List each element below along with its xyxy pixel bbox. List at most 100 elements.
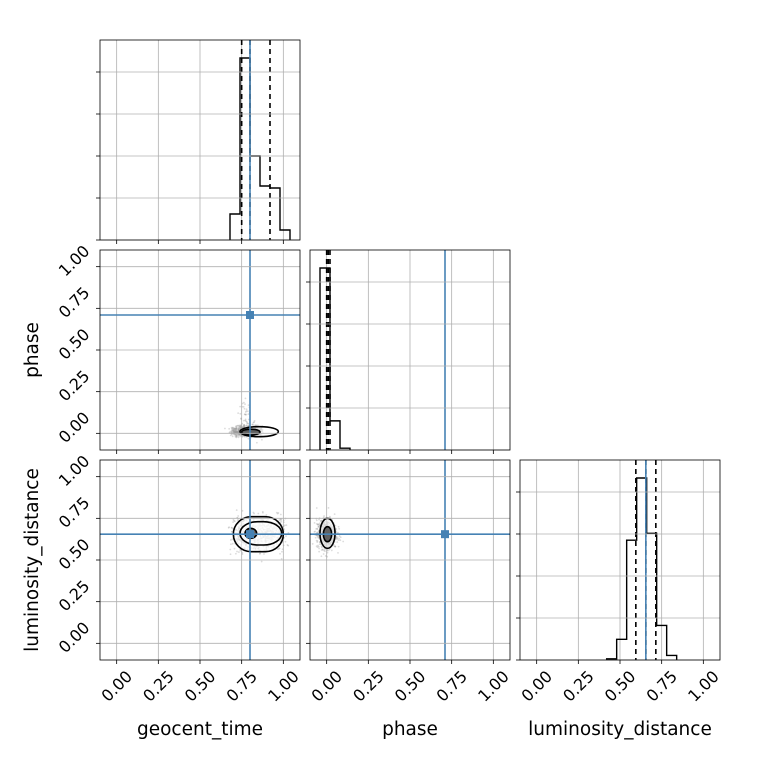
x-tick-label: 1.00 — [264, 667, 303, 706]
sample-point — [232, 430, 235, 432]
sample-point — [232, 426, 234, 429]
sample-point — [282, 521, 285, 524]
sample-point — [243, 424, 246, 427]
sample-point — [234, 433, 237, 436]
sample-point — [317, 535, 319, 538]
sample-point — [229, 553, 232, 556]
sample-point — [241, 426, 244, 429]
sample-point — [234, 435, 237, 438]
sample-point — [339, 536, 342, 539]
histogram-step — [319, 267, 351, 450]
panel-content — [605, 460, 678, 660]
sample-point — [232, 427, 235, 430]
y-tick-label: 0.75 — [55, 493, 94, 532]
sample-point — [239, 405, 242, 408]
sample-point — [228, 526, 231, 529]
sample-point — [316, 541, 319, 544]
sample-point — [232, 428, 235, 431]
sample-point — [238, 433, 241, 436]
sample-point — [335, 535, 338, 538]
sample-point — [322, 553, 325, 555]
sample-point — [263, 553, 265, 555]
sample-point — [230, 426, 233, 429]
x-tick-label: 0.75 — [642, 667, 681, 706]
sample-point — [282, 525, 285, 528]
sample-point — [237, 430, 240, 433]
sample-point — [279, 518, 282, 521]
x-tick-label: 0.00 — [307, 667, 346, 706]
sample-point — [237, 430, 240, 433]
panel-content — [310, 460, 510, 660]
sample-point — [229, 434, 232, 437]
density-contour — [240, 428, 261, 436]
sample-point — [235, 428, 238, 431]
sample-point — [317, 536, 320, 539]
sample-point — [253, 419, 256, 422]
sample-point — [245, 420, 248, 423]
sample-point — [230, 433, 233, 436]
sample-point — [234, 431, 237, 434]
x-tick-label: 0.75 — [432, 667, 471, 706]
panel-content — [100, 460, 300, 660]
sample-point — [240, 427, 243, 429]
sample-point — [230, 530, 233, 533]
sample-point — [234, 430, 237, 433]
sample-point — [237, 434, 240, 436]
sample-point — [328, 548, 331, 551]
sample-point — [282, 519, 285, 522]
sample-point — [313, 530, 316, 533]
histogram-step — [229, 57, 291, 240]
sample-point — [245, 408, 248, 411]
sample-point — [337, 539, 340, 542]
sample-point — [241, 551, 244, 554]
sample-point — [260, 560, 263, 563]
sample-point — [278, 519, 281, 522]
sample-point — [235, 429, 237, 432]
sample-point — [261, 438, 263, 441]
sample-point — [316, 534, 318, 537]
sample-point — [241, 422, 244, 425]
sample-point — [234, 431, 237, 434]
sample-point — [320, 519, 323, 522]
sample-point — [247, 422, 250, 425]
sample-point — [231, 428, 234, 431]
sample-point — [230, 429, 233, 432]
sample-point — [235, 431, 238, 433]
sample-point — [314, 530, 316, 533]
sample-point — [327, 506, 330, 509]
sample-point — [235, 434, 238, 437]
scatter-geocent_time-vs-phase: 0.000.250.500.751.00 — [55, 241, 301, 454]
x-tick-label: 0.25 — [559, 667, 598, 706]
sample-point — [315, 545, 318, 548]
sample-point — [244, 397, 247, 400]
sample-point — [251, 423, 254, 426]
sample-point — [227, 526, 230, 529]
sample-point — [276, 512, 279, 515]
sample-point — [251, 423, 254, 426]
sample-point — [229, 430, 232, 433]
sample-point — [259, 552, 262, 555]
sample-point — [240, 426, 242, 429]
sample-point — [233, 519, 235, 522]
sample-point — [238, 425, 241, 428]
sample-point — [239, 433, 241, 436]
scatter-geocent_time-vs-luminosity_distance: 0.00 0.25 0.50 0.75 1.000.000.250.500.751.00 — [55, 451, 303, 705]
sample-point — [237, 435, 240, 437]
x-axis-label-phase: phase — [382, 719, 438, 740]
sample-point — [235, 431, 238, 434]
sample-point — [245, 410, 248, 412]
sample-point — [316, 523, 319, 526]
y-tick-label: 0.75 — [55, 283, 94, 322]
sample-point — [235, 428, 238, 431]
sample-point — [237, 430, 240, 432]
sample-point — [318, 541, 321, 543]
sample-point — [265, 514, 268, 516]
sample-point — [317, 534, 319, 537]
sample-point — [234, 425, 237, 428]
sample-point — [234, 430, 237, 433]
sample-point — [236, 429, 238, 432]
sample-point — [235, 427, 238, 430]
sample-point — [229, 543, 232, 546]
sample-point — [342, 540, 345, 543]
sample-point — [233, 520, 236, 523]
